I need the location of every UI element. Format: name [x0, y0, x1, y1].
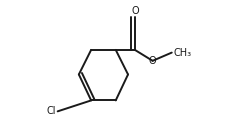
Text: Cl: Cl: [47, 106, 56, 116]
Text: CH₃: CH₃: [172, 48, 190, 58]
Text: O: O: [148, 56, 156, 66]
Text: O: O: [130, 6, 138, 16]
